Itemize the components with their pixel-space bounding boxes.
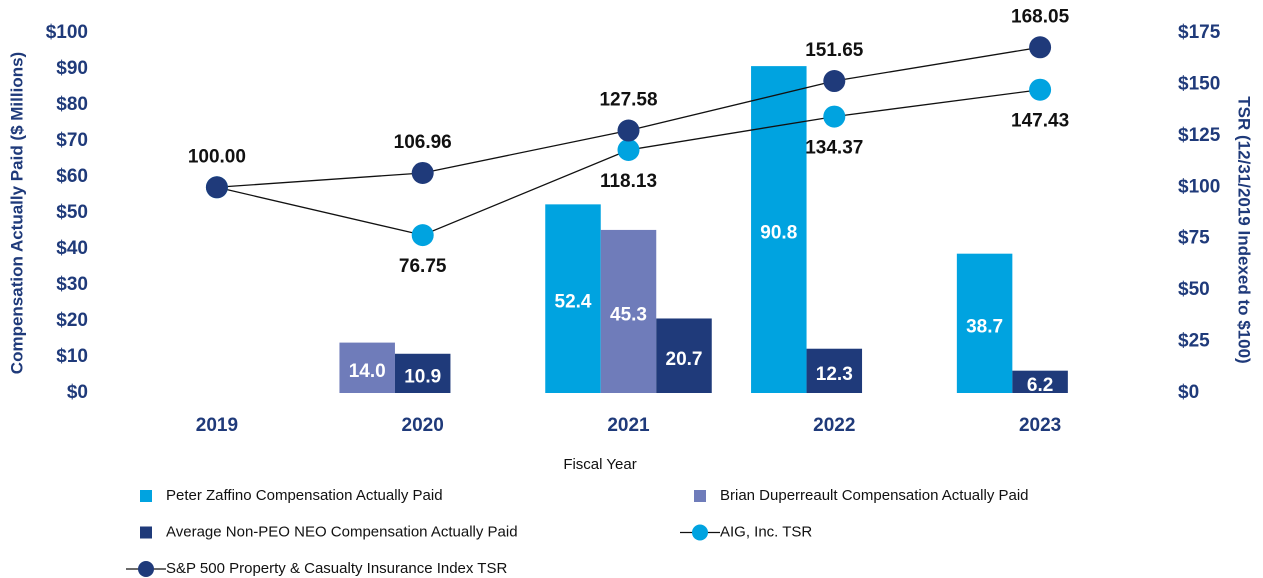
legend-swatch <box>140 490 152 502</box>
y-tick-label: $50 <box>56 202 88 223</box>
y-tick-label: $10 <box>56 346 88 367</box>
y2-tick-label: $0 <box>1178 382 1199 403</box>
y2-tick-label: $50 <box>1178 279 1210 300</box>
x-tick-label: 2021 <box>607 415 650 436</box>
y2-tick-label: $125 <box>1178 125 1221 146</box>
line <box>216 89 1041 236</box>
line-value-label: 127.58 <box>599 90 657 111</box>
line-value-label: 76.75 <box>399 256 447 277</box>
y-tick-label: $0 <box>67 382 88 403</box>
line-marker <box>823 105 846 128</box>
y2-tick-label: $75 <box>1178 228 1210 249</box>
y-tick-label: $40 <box>56 238 88 259</box>
bar-value-label: 38.7 <box>966 316 1003 337</box>
x-tick-label: 2023 <box>1019 415 1061 436</box>
y-tick-label: $90 <box>56 58 88 79</box>
bar <box>600 229 657 393</box>
y2-tick-label: $150 <box>1178 73 1220 94</box>
legend-label: S&P 500 Property & Casualty Insurance In… <box>166 560 507 577</box>
y2-axis-title: TSR (12/31/2019 Indexed to $100) <box>1235 96 1254 363</box>
bar <box>394 353 451 393</box>
legend-label: Peter Zaffino Compensation Actually Paid <box>166 487 443 504</box>
legend-marker <box>138 561 154 577</box>
bar <box>806 348 863 393</box>
legend-label: AIG, Inc. TSR <box>720 523 812 540</box>
line-marker <box>617 138 640 161</box>
bar <box>339 342 395 393</box>
line-marker <box>617 119 640 142</box>
legend-swatch <box>694 490 706 502</box>
bar <box>956 253 1013 393</box>
y-tick-label: $80 <box>56 94 88 115</box>
bar <box>545 204 601 393</box>
line-marker <box>823 70 846 93</box>
x-tick-label: 2020 <box>402 415 444 436</box>
line-marker <box>411 224 434 247</box>
line-value-label: 151.65 <box>805 40 864 61</box>
bar-value-label: 20.7 <box>666 349 703 370</box>
y2-tick-label: $100 <box>1178 176 1220 197</box>
bar-value-label: 52.4 <box>555 292 592 313</box>
x-tick-label: 2022 <box>813 415 855 436</box>
y2-tick-label: $25 <box>1178 331 1210 352</box>
legend-swatch <box>140 526 152 539</box>
x-axis-title: Fiscal Year <box>563 456 636 473</box>
bar <box>656 318 712 393</box>
bar <box>1012 370 1068 393</box>
y-tick-label: $30 <box>56 274 88 295</box>
line-marker <box>1029 78 1052 101</box>
y2-tick-label: $175 <box>1178 22 1221 43</box>
line-marker <box>205 176 228 199</box>
y-tick-label: $70 <box>56 130 88 151</box>
line-value-label: 118.13 <box>600 171 657 192</box>
bar <box>751 66 807 394</box>
y-tick-label: $60 <box>56 166 88 187</box>
y-tick-label: $20 <box>56 310 88 331</box>
line-value-label: 147.43 <box>1011 111 1069 132</box>
x-tick-label: 2019 <box>196 415 238 436</box>
bar-value-label: 14.0 <box>349 361 386 382</box>
legend-label: Brian Duperreault Compensation Actually … <box>720 487 1029 504</box>
y-axis-title: Compensation Actually Paid ($ Millions) <box>7 52 26 374</box>
line-marker <box>411 161 434 184</box>
legend-marker <box>692 524 708 541</box>
bar-value-label: 10.9 <box>404 366 441 387</box>
legend-label: Average Non-PEO NEO Compensation Actuall… <box>166 523 518 540</box>
line-marker <box>1029 36 1052 59</box>
bar-value-label: 90.8 <box>760 223 797 244</box>
line-value-label: 106.96 <box>394 132 452 153</box>
y-tick-label: $100 <box>46 22 88 43</box>
bar-value-label: 12.3 <box>816 364 853 385</box>
line-value-label: 100.00 <box>188 146 246 167</box>
line <box>216 46 1041 188</box>
line-value-label: 134.37 <box>805 138 863 159</box>
line-value-label: 168.05 <box>1011 6 1070 27</box>
bar-value-label: 45.3 <box>610 304 647 325</box>
bar-value-label: 6.2 <box>1027 375 1053 396</box>
